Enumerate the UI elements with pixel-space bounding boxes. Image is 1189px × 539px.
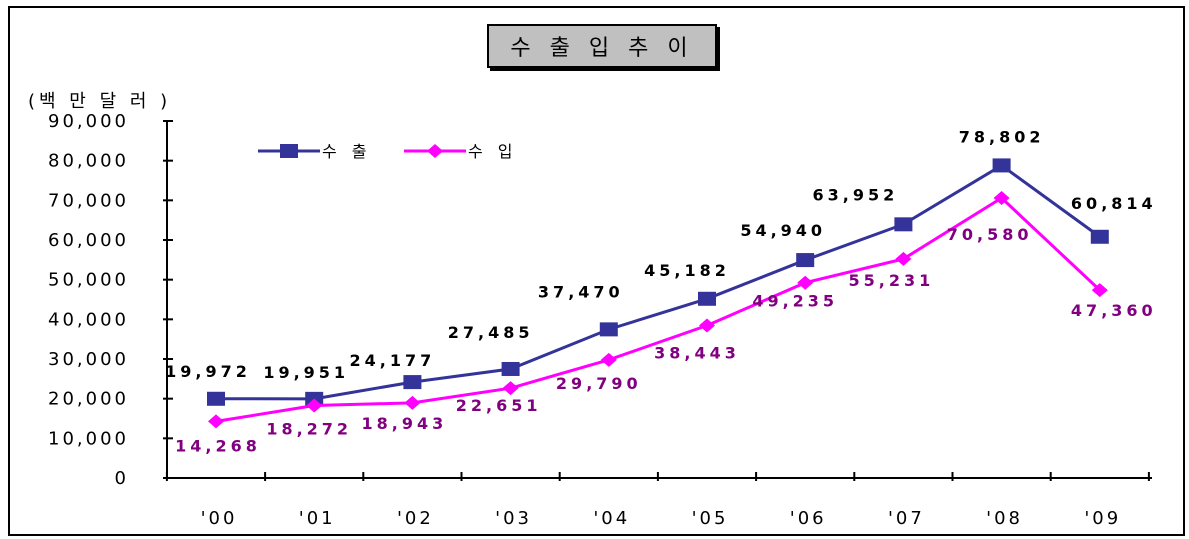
x-tick-label: '03	[495, 508, 532, 529]
data-label: 18,272	[266, 420, 352, 439]
data-label: 47,360	[1071, 301, 1157, 320]
y-tick-label: 90,000	[48, 111, 129, 132]
x-tick-label: '07	[888, 508, 925, 529]
y-unit-label: (백 만 달 러 )	[28, 91, 171, 112]
y-tick-label: 80,000	[48, 151, 129, 172]
data-label: 78,802	[959, 127, 1045, 146]
data-point	[207, 391, 225, 406]
x-tick-label: '05	[692, 508, 729, 529]
data-point	[208, 414, 224, 429]
chart-title: 수 출 입 추 이	[487, 24, 717, 68]
data-label: 27,485	[448, 323, 534, 342]
x-tick-label: '08	[986, 508, 1023, 529]
data-point	[1091, 283, 1108, 298]
x-tick-label: '04	[593, 508, 630, 529]
data-label: 60,814	[1071, 194, 1157, 213]
data-label: 37,470	[538, 282, 624, 301]
y-tick-label: 20,000	[48, 389, 129, 410]
data-label: 22,651	[456, 396, 542, 415]
y-tick-label: 40,000	[48, 309, 129, 330]
data-point	[699, 318, 715, 333]
x-tick-label: '06	[790, 508, 827, 529]
data-label: 55,231	[849, 271, 935, 290]
data-point	[894, 217, 913, 232]
y-tick-label: 30,000	[48, 349, 129, 370]
data-point	[502, 381, 519, 396]
data-point	[306, 398, 323, 413]
data-label: 14,268	[175, 436, 261, 455]
y-tick-label: 0	[115, 468, 129, 489]
data-label: 54,940	[740, 221, 826, 240]
data-point	[993, 191, 1010, 206]
data-point	[992, 158, 1011, 173]
chart-frame	[8, 6, 1185, 536]
x-tick-label: '01	[299, 508, 336, 529]
legend-marker	[280, 144, 298, 158]
y-tick-label: 10,000	[48, 428, 129, 449]
data-label: 24,177	[350, 351, 436, 370]
series-line	[215, 163, 1101, 401]
data-label: 38,443	[654, 344, 740, 363]
x-axis-ticks: '00 '01 '02 '03 '04 '05 '06 '07 '08 '09	[165, 472, 1150, 529]
data-label: 29,790	[556, 374, 642, 393]
series-layer	[207, 158, 1109, 429]
data-point	[1090, 229, 1109, 244]
data-point	[895, 251, 912, 266]
data-label: 19,972	[165, 362, 251, 381]
series-line	[215, 196, 1101, 423]
data-label: 45,182	[644, 261, 730, 280]
data-point	[698, 291, 716, 306]
axes	[166, 121, 1152, 479]
y-tick-label: 70,000	[48, 190, 129, 211]
y-axis-ticks: 0 10,000 20,000 30,000 40,000 50,000 60,000 70,…	[48, 111, 173, 489]
data-label: 18,943	[362, 414, 448, 433]
y-tick-label: 60,000	[48, 230, 129, 251]
legend-marker	[427, 144, 443, 158]
data-point	[404, 395, 421, 410]
data-label: 19,951	[263, 363, 349, 382]
data-label: 63,952	[813, 185, 899, 204]
data-point	[600, 352, 617, 367]
y-tick-label: 50,000	[48, 270, 129, 291]
data-point	[796, 253, 815, 268]
data-point	[501, 361, 520, 376]
data-point	[599, 322, 618, 337]
x-tick-label: '02	[397, 508, 434, 529]
x-tick-label: '00	[201, 508, 238, 529]
x-tick-label: '09	[1084, 508, 1121, 529]
data-point	[797, 275, 814, 290]
data-point	[403, 375, 422, 390]
data-label: 70,580	[947, 225, 1033, 244]
legend-label: 수 출	[322, 142, 372, 161]
data-label: 49,235	[752, 292, 838, 311]
legend-label: 수 입	[468, 142, 518, 161]
